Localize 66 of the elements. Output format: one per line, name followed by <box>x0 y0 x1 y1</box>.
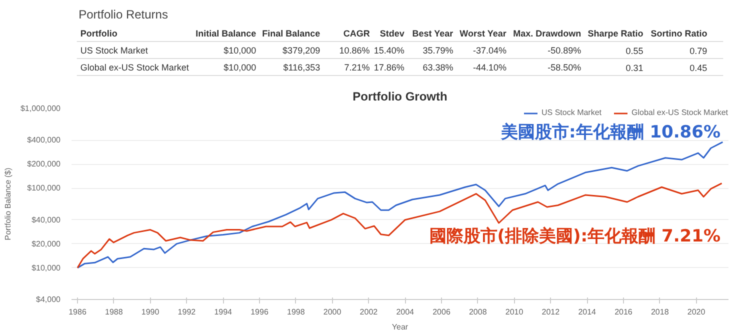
text: Sortino Ratio <box>650 28 708 38</box>
x-tick-label: 2020 <box>687 308 706 316</box>
text: 0.55 <box>626 46 644 56</box>
text: US Stock Market <box>80 46 148 56</box>
x-tick-label: 2010 <box>505 308 524 316</box>
text: Best Year <box>412 28 454 38</box>
text: 63.38% <box>422 62 454 72</box>
x-tick-label: 2006 <box>432 308 451 316</box>
text: Worst Year <box>460 28 507 38</box>
legend-label: US Stock Market <box>542 108 602 117</box>
text: Final Balance <box>262 28 320 38</box>
x-tick-label: 2000 <box>323 308 342 316</box>
text: Initial Balance <box>196 28 256 38</box>
y-tick-label: $100,000 <box>27 184 62 193</box>
y-tick-label: $4,000 <box>36 295 62 304</box>
y-tick-label: $400,000 <box>27 136 62 145</box>
text: 0.31 <box>626 63 644 73</box>
text: 10.86% <box>339 46 370 56</box>
x-tick-label: 1990 <box>141 308 160 316</box>
x-tick-label: 2014 <box>578 308 597 316</box>
x-tick-label: 1996 <box>250 308 269 316</box>
x-tick-label: 2008 <box>468 308 488 316</box>
x-tick-label: 1998 <box>287 308 306 316</box>
legend-label: Global ex-US Stock Market <box>632 108 728 117</box>
line-series <box>76 182 723 269</box>
annotation: 美國股市:年化報酬 10.86% <box>500 122 721 142</box>
text: $10,000 <box>224 46 256 56</box>
text: 17.86% <box>374 62 404 72</box>
text: Portfolio <box>80 28 118 38</box>
x-tick-label: 1986 <box>68 308 87 316</box>
x-tick-label: 2002 <box>360 308 378 316</box>
y-tick-label: $200,000 <box>27 160 62 169</box>
x-tick-label: 2004 <box>396 308 415 316</box>
text: Global ex-US Stock Market <box>80 62 190 72</box>
x-tick-label: 1988 <box>105 308 124 316</box>
text: $379,209 <box>282 46 320 56</box>
text: -50.89% <box>548 46 582 56</box>
text: CAGR <box>343 28 370 38</box>
text: Stdev <box>380 28 404 38</box>
text: 35.79% <box>422 46 454 56</box>
text: 15.40% <box>374 46 404 56</box>
x-tick-label: 2018 <box>650 308 670 316</box>
text: -37.04% <box>473 46 507 56</box>
x-tick-label: 1992 <box>178 308 196 316</box>
chart-title: Portfolio Growth <box>352 90 448 104</box>
text: -44.10% <box>473 62 507 72</box>
text: 7.21% <box>344 62 370 72</box>
annotation: 國際股市(排除美國):年化報酬 7.21% <box>429 226 720 246</box>
y-tick-label: $10,000 <box>32 263 62 272</box>
x-tick-label: 2016 <box>614 308 633 316</box>
line-series <box>76 141 724 269</box>
x-axis-title: Year <box>392 322 408 332</box>
y-axis-title: Portfolio Balance ($) <box>3 167 12 240</box>
y-tick-label: $40,000 <box>32 215 62 224</box>
y-tick-label: $1,000,000 <box>20 104 62 113</box>
x-tick-label: 1994 <box>214 308 233 316</box>
text: 0.45 <box>690 63 708 73</box>
text: -58.50% <box>548 62 582 72</box>
x-tick-label: 2012 <box>542 308 560 316</box>
text: Portfolio Returns <box>78 8 168 22</box>
text: Max. Drawdown <box>513 28 582 38</box>
text: Sharpe Ratio <box>588 28 644 38</box>
text: $10,000 <box>224 62 256 72</box>
text: 0.79 <box>690 46 708 56</box>
text: $116,353 <box>283 62 320 72</box>
y-tick-label: $20,000 <box>32 239 62 248</box>
